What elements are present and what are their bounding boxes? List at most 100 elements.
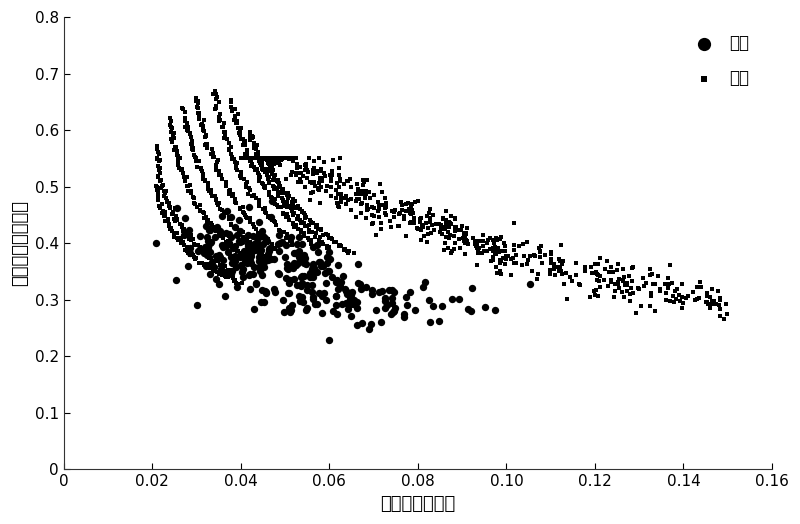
模拟 — [302, 154, 315, 162]
模拟 — [193, 207, 206, 215]
观测 — [284, 306, 297, 314]
模拟 — [187, 144, 200, 152]
模拟 — [397, 214, 410, 223]
模拟 — [327, 156, 340, 164]
模拟 — [314, 174, 326, 182]
观测 — [226, 267, 238, 275]
模拟 — [225, 242, 238, 250]
模拟 — [230, 159, 243, 167]
模拟 — [271, 189, 284, 198]
模拟 — [554, 241, 567, 249]
模拟 — [435, 224, 448, 233]
模拟 — [237, 209, 250, 217]
观测 — [221, 206, 234, 215]
模拟 — [586, 269, 598, 278]
模拟 — [191, 103, 204, 111]
模拟 — [190, 94, 203, 103]
模拟 — [252, 177, 265, 185]
模拟 — [271, 191, 284, 200]
模拟 — [282, 191, 294, 199]
观测 — [398, 310, 410, 318]
模拟 — [544, 254, 557, 263]
模拟 — [158, 212, 170, 221]
模拟 — [238, 137, 251, 146]
模拟 — [262, 235, 275, 244]
模拟 — [150, 182, 163, 191]
模拟 — [222, 267, 235, 276]
模拟 — [257, 205, 270, 213]
模拟 — [226, 274, 239, 282]
观测 — [280, 264, 293, 272]
模拟 — [549, 270, 562, 279]
模拟 — [276, 187, 289, 195]
模拟 — [255, 158, 268, 166]
模拟 — [250, 244, 262, 252]
模拟 — [695, 283, 708, 291]
模拟 — [472, 244, 485, 252]
模拟 — [422, 230, 434, 238]
模拟 — [244, 157, 257, 165]
观测 — [170, 276, 183, 284]
模拟 — [230, 224, 243, 232]
模拟 — [354, 209, 367, 217]
模拟 — [154, 203, 166, 211]
模拟 — [554, 267, 567, 275]
模拟 — [173, 163, 186, 172]
模拟 — [215, 270, 228, 279]
模拟 — [187, 251, 200, 259]
模拟 — [362, 205, 374, 213]
观测 — [303, 268, 316, 277]
观测 — [385, 286, 398, 294]
模拟 — [442, 221, 454, 229]
观测 — [351, 321, 364, 329]
模拟 — [256, 165, 269, 173]
模拟 — [294, 163, 306, 171]
观测 — [281, 259, 294, 268]
观测 — [238, 247, 250, 255]
模拟 — [352, 187, 365, 195]
模拟 — [218, 272, 231, 280]
模拟 — [150, 145, 163, 154]
模拟 — [193, 258, 206, 267]
模拟 — [339, 192, 352, 200]
观测 — [243, 285, 256, 293]
模拟 — [334, 191, 347, 199]
模拟 — [165, 224, 178, 233]
模拟 — [262, 165, 275, 173]
模拟 — [282, 189, 294, 197]
模拟 — [489, 236, 502, 245]
模拟 — [458, 233, 471, 241]
模拟 — [303, 154, 316, 162]
模拟 — [199, 131, 212, 139]
观测 — [324, 255, 337, 263]
模拟 — [177, 227, 190, 235]
模拟 — [198, 127, 210, 135]
模拟 — [363, 188, 376, 196]
模拟 — [240, 154, 253, 162]
模拟 — [195, 246, 208, 254]
模拟 — [676, 292, 689, 301]
观测 — [423, 318, 436, 326]
模拟 — [262, 158, 275, 167]
模拟 — [366, 203, 378, 211]
模拟 — [331, 179, 344, 187]
观测 — [267, 285, 280, 293]
模拟 — [216, 122, 229, 130]
模拟 — [151, 148, 164, 156]
模拟 — [231, 247, 244, 255]
观测 — [296, 279, 309, 288]
模拟 — [308, 178, 321, 186]
模拟 — [415, 236, 428, 244]
模拟 — [330, 194, 343, 202]
模拟 — [274, 156, 286, 165]
模拟 — [588, 287, 601, 295]
模拟 — [609, 280, 622, 288]
观测 — [310, 268, 323, 276]
模拟 — [184, 250, 197, 259]
模拟 — [262, 212, 275, 220]
模拟 — [235, 154, 248, 162]
模拟 — [292, 169, 305, 177]
模拟 — [314, 233, 326, 241]
模拟 — [273, 181, 286, 190]
模拟 — [272, 179, 285, 188]
